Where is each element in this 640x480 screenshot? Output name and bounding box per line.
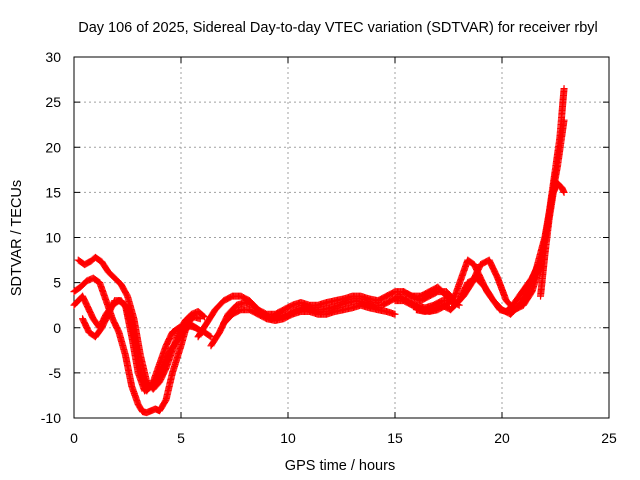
x-tick-label: 15: [387, 430, 403, 446]
axis-ticks: 0 5 10 15 20 25 -10 -5 0 5 10 15 20 25 30: [41, 49, 617, 446]
x-tick-label: 10: [280, 430, 296, 446]
data-point: [560, 116, 568, 124]
series-track-7: [220, 301, 399, 327]
x-tick-label: 20: [494, 430, 510, 446]
y-tick-label: -10: [41, 410, 61, 426]
data-point: [201, 313, 209, 321]
y-tick-label: 0: [53, 320, 61, 336]
data-point: [206, 332, 214, 340]
series-track-4: [79, 297, 215, 395]
x-axis-label: GPS time / hours: [285, 458, 395, 474]
data-point: [391, 310, 399, 318]
x-tick-label: 5: [177, 430, 185, 446]
data-series: [70, 85, 568, 417]
y-tick-label: 15: [45, 184, 61, 200]
x-tick-label: 0: [70, 430, 78, 446]
series-track-11: [537, 179, 568, 300]
y-axis-label: SDTVAR / TECUs: [9, 180, 25, 296]
y-tick-label: 5: [53, 275, 61, 291]
x-tick-label: 25: [601, 430, 617, 446]
data-point: [199, 312, 207, 320]
data-point: [560, 85, 568, 93]
data-point: [560, 188, 568, 196]
y-tick-label: 10: [45, 230, 61, 246]
grid: [74, 57, 609, 418]
y-tick-label: 30: [45, 49, 61, 65]
y-tick-label: -5: [49, 365, 62, 381]
y-tick-label: 20: [45, 139, 61, 155]
chart-title: Day 106 of 2025, Sidereal Day-to-day VTE…: [78, 20, 598, 36]
y-tick-label: 25: [45, 94, 61, 110]
